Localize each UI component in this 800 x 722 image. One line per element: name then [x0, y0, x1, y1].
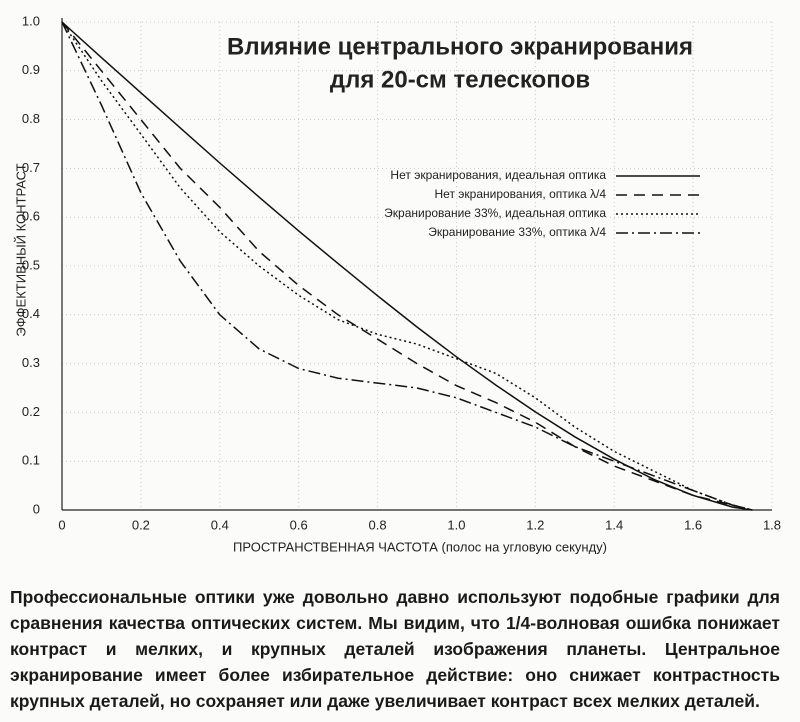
x-tick-label: 1.4 — [605, 517, 623, 532]
y-tick-label: 0.1 — [22, 453, 40, 468]
y-tick-label: 0.2 — [22, 404, 40, 419]
x-tick-label: 1.6 — [684, 517, 702, 532]
x-axis-label: ПРОСТРАНСТВЕННАЯ ЧАСТОТА (полос на углов… — [233, 539, 607, 554]
y-tick-label: 0.3 — [22, 355, 40, 370]
legend-label: Экранирование 33%, оптика λ/4 — [428, 225, 606, 239]
y-axis-label: ЭФФЕКТИВНЫЙ КОНТРАСТ — [13, 163, 28, 336]
y-tick-label: 0.4 — [22, 306, 40, 321]
legend-label: Экранирование 33%, идеальная оптика — [384, 206, 606, 220]
y-tick-label: 0.5 — [22, 257, 40, 272]
y-tick-label: 0.9 — [22, 62, 40, 77]
chart-title: Влияние центрального экранирования — [227, 33, 693, 60]
x-tick-label: 0.6 — [290, 517, 308, 532]
y-tick-label: 0.8 — [22, 111, 40, 126]
y-tick-label: 0 — [33, 501, 40, 516]
series-line — [61, 21, 753, 511]
legend-label: Нет экранирования, оптика λ/4 — [435, 187, 607, 201]
x-tick-label: 0.4 — [211, 517, 229, 532]
chart: Влияние центрального экранирования для 2… — [13, 13, 781, 554]
series-line — [61, 21, 753, 511]
legend-label: Нет экранирования, идеальная оптика — [390, 168, 606, 182]
x-tick-label: 1.2 — [526, 517, 544, 532]
y-tick-label: 0.6 — [22, 209, 40, 224]
x-tick-label: 0.2 — [132, 517, 150, 532]
series-line — [61, 21, 753, 511]
x-tick-label: 1.0 — [447, 517, 465, 532]
x-tick-label: 0 — [58, 517, 65, 532]
y-tick-label: 1.0 — [22, 13, 40, 28]
x-tick-label: 0.8 — [369, 517, 387, 532]
chart-title: для 20-см телескопов — [330, 66, 590, 93]
x-tick-label: 1.8 — [763, 517, 781, 532]
caption: Профессиональные оптики уже довольно дав… — [10, 587, 780, 711]
series-line — [61, 21, 753, 511]
y-tick-label: 0.7 — [22, 160, 40, 175]
